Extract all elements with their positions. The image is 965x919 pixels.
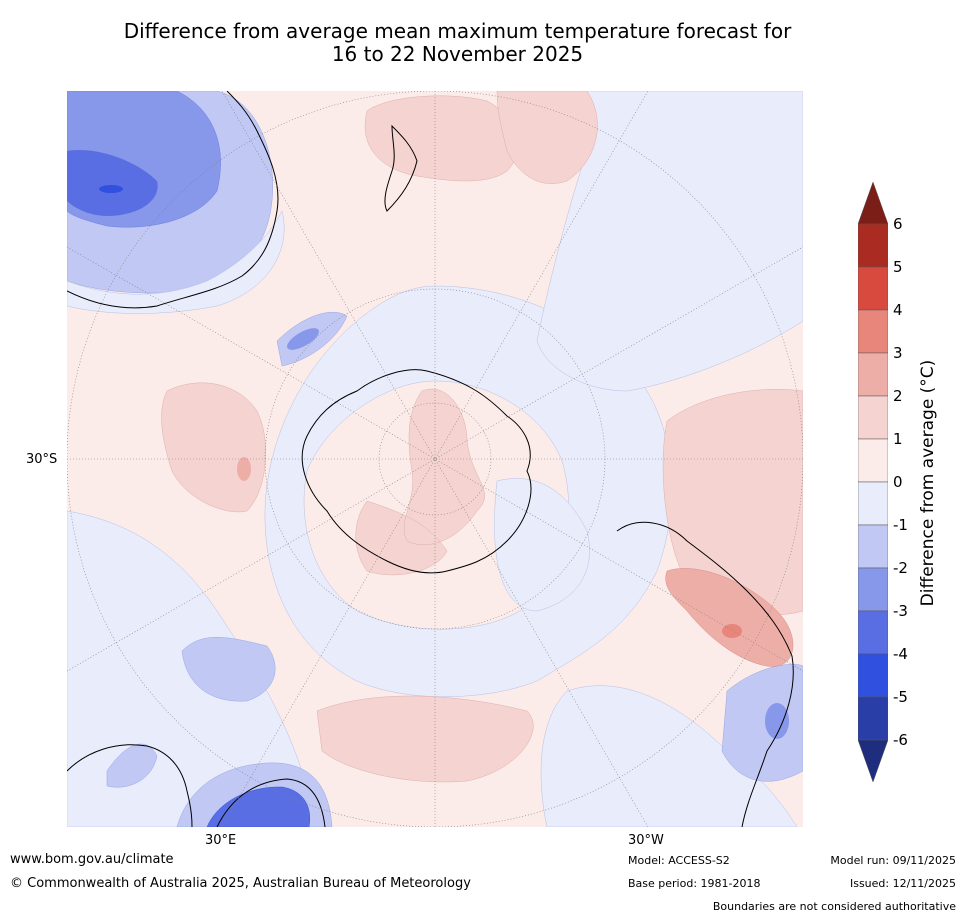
footer-model: Model: ACCESS-S2 xyxy=(628,854,730,867)
colorbar-tick-5: 5 xyxy=(893,258,903,276)
cool-region-madagascar xyxy=(106,743,158,788)
coastline-new-zealand xyxy=(384,124,418,212)
warm-region-indian-ocean xyxy=(161,382,266,513)
graticule-line-30e xyxy=(221,91,649,827)
colorbar-tick-6: 6 xyxy=(893,215,903,233)
colorbar-tick-m6: -6 xyxy=(893,731,908,749)
colorbar-tick-4: 4 xyxy=(893,301,903,319)
cool-region-australia-strong xyxy=(67,150,158,216)
colorbar-segment-3-2 xyxy=(858,352,888,397)
colorbar-over-arrow xyxy=(858,182,888,225)
warm-spot-andes xyxy=(722,624,742,638)
cool-region-east xyxy=(494,478,590,612)
colorbar xyxy=(858,182,888,782)
coastline-antarctica xyxy=(301,369,532,574)
cool-region-southwest-pacific xyxy=(536,91,803,392)
colorbar-title: Difference from average (°C) xyxy=(918,359,938,607)
colorbar-tick-1: 1 xyxy=(893,430,903,448)
cool-spot-south-america xyxy=(765,703,789,739)
colorbar-segment-1-0 xyxy=(858,438,888,483)
colorbar-segment-5-4 xyxy=(858,266,888,311)
cool-region-africa-strong xyxy=(206,786,310,827)
colorbar-segment-m1-m2 xyxy=(858,524,888,569)
cool-spot-australia-deep xyxy=(99,185,123,193)
warm-region-antarctica xyxy=(355,388,485,576)
footer-website: www.bom.gov.au/climate xyxy=(10,852,174,867)
cool-spot-southern-ocean xyxy=(287,328,319,350)
cool-region-australia-edge xyxy=(67,210,285,314)
coastlines xyxy=(67,91,794,827)
footer-disclaimer: Boundaries are not considered authoritat… xyxy=(712,900,956,913)
footer-copyright: © Commonwealth of Australia 2025, Austra… xyxy=(10,876,471,891)
colorbar-tick-m4: -4 xyxy=(893,645,908,663)
graticule-line-60e xyxy=(67,246,803,672)
colorbar-tick-m2: -2 xyxy=(893,559,908,577)
colorbar-under-arrow xyxy=(858,739,888,782)
graticule xyxy=(67,91,803,827)
warm-region-new-zealand xyxy=(364,95,518,182)
footer-issued: Issued: 12/11/2025 xyxy=(849,877,956,890)
graticule-line-30w xyxy=(221,91,649,827)
colorbar-tick-3: 3 xyxy=(893,344,903,362)
lon-label-30e: 30°E xyxy=(205,833,237,848)
colorbar-segment-6-5 xyxy=(858,223,888,268)
coastline-south-america xyxy=(616,521,794,827)
colorbar-segment-4-3 xyxy=(858,309,888,354)
colorbar-tick-2: 2 xyxy=(893,387,903,405)
colorbar-segment-m4-m5 xyxy=(858,653,888,698)
cool-region-indian-blobs xyxy=(181,637,276,702)
colorbar-segment-2-1 xyxy=(858,395,888,440)
lat-label-30s: 30°S xyxy=(26,452,58,467)
graticule-line-60w xyxy=(67,246,803,672)
coastline-australia xyxy=(67,91,279,309)
lon-label-30w: 30°W xyxy=(628,833,664,848)
cool-region-south-america xyxy=(721,664,803,782)
colorbar-segment-0-m1 xyxy=(858,481,888,526)
colorbar-segment-m2-m3 xyxy=(858,567,888,612)
footer-model-run: Model run: 09/11/2025 xyxy=(830,854,956,867)
warm-region-scotia xyxy=(316,695,534,783)
warm-region-tasman xyxy=(496,91,598,184)
cool-region-south-atlantic xyxy=(540,685,798,827)
colorbar-segment-m5-m6 xyxy=(858,696,888,741)
warm-spot-indian-ocean xyxy=(237,457,251,481)
colorbar-tick-m5: -5 xyxy=(893,688,908,706)
title-line-1: Difference from average mean maximum tem… xyxy=(123,19,792,43)
title-line-2: 16 to 22 November 2025 xyxy=(331,42,584,66)
coastline-africa xyxy=(67,744,326,827)
map-title: Difference from average mean maximum tem… xyxy=(60,20,855,66)
colorbar-tick-m3: -3 xyxy=(893,602,908,620)
colorbar-tick-0: 0 xyxy=(893,473,903,491)
footer-base-period: Base period: 1981-2018 xyxy=(628,877,761,890)
warm-region-andes-mid xyxy=(665,568,794,667)
polar-map xyxy=(67,91,803,827)
colorbar-tick-m1: -1 xyxy=(893,516,908,534)
colorbar-segment-m3-m4 xyxy=(858,610,888,655)
